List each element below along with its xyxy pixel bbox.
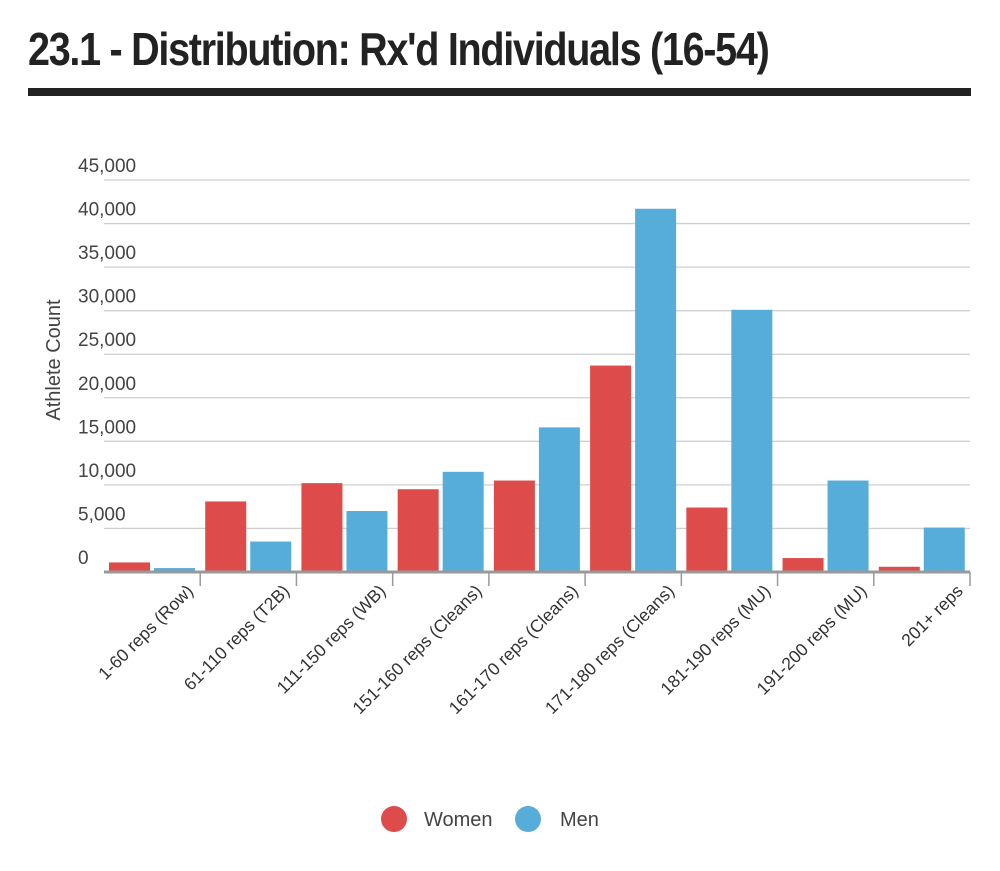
- legend-label-men: Men: [560, 809, 599, 831]
- bar-men: [731, 309, 773, 572]
- gridlines: [104, 179, 970, 530]
- title-underline: [28, 88, 971, 96]
- y-tick-label: 30,000: [78, 287, 136, 308]
- bar-men: [923, 527, 965, 572]
- bar-men: [346, 511, 388, 572]
- bar-men: [442, 471, 484, 572]
- bars: [109, 208, 965, 572]
- bar-women: [686, 507, 728, 572]
- y-tick-label: 5,000: [78, 504, 126, 525]
- bar-women: [109, 562, 150, 572]
- bar-men: [250, 541, 292, 572]
- y-tick-label: 10,000: [78, 461, 136, 482]
- bar-men: [635, 208, 677, 572]
- bar-women: [301, 483, 343, 572]
- y-tick-label: 15,000: [78, 417, 136, 438]
- bar-women: [205, 501, 247, 572]
- bar-women: [878, 566, 920, 572]
- y-tick-label: 20,000: [78, 374, 136, 395]
- x-tick-label: 201+ reps: [897, 581, 967, 651]
- bar-women: [397, 489, 439, 572]
- chart-title: 23.1 - Distribution: Rx'd Individuals (1…: [28, 23, 770, 75]
- legend-label-women: Women: [424, 809, 493, 831]
- y-tick-label: 45,000: [78, 156, 136, 177]
- x-tick-label: 1-60 reps (Row): [94, 581, 197, 684]
- bar-men: [538, 427, 580, 572]
- legend-swatch-men: [515, 806, 541, 832]
- y-tick-label: 35,000: [78, 243, 136, 264]
- y-axis-ticks: 0 5,000 10,000 15,000 20,000 25,000 30,000 35,0…: [78, 156, 136, 569]
- legend-swatch-women: [381, 806, 407, 832]
- bar-women: [493, 480, 535, 572]
- bar-women: [782, 558, 824, 572]
- y-tick-label: 40,000: [78, 200, 136, 221]
- bar-men: [154, 568, 195, 572]
- y-axis-title: Athlete Count: [43, 299, 65, 421]
- x-tick-label: 61-110 reps (T2B): [180, 581, 294, 695]
- bar-men: [827, 480, 869, 572]
- bar-women: [590, 365, 632, 572]
- y-tick-label: 25,000: [78, 330, 136, 351]
- x-axis-ticks: 1-60 reps (Row)61-110 reps (T2B)111-150 …: [94, 572, 971, 718]
- legend: Women Men: [381, 806, 599, 832]
- y-tick-label: 0: [78, 548, 89, 569]
